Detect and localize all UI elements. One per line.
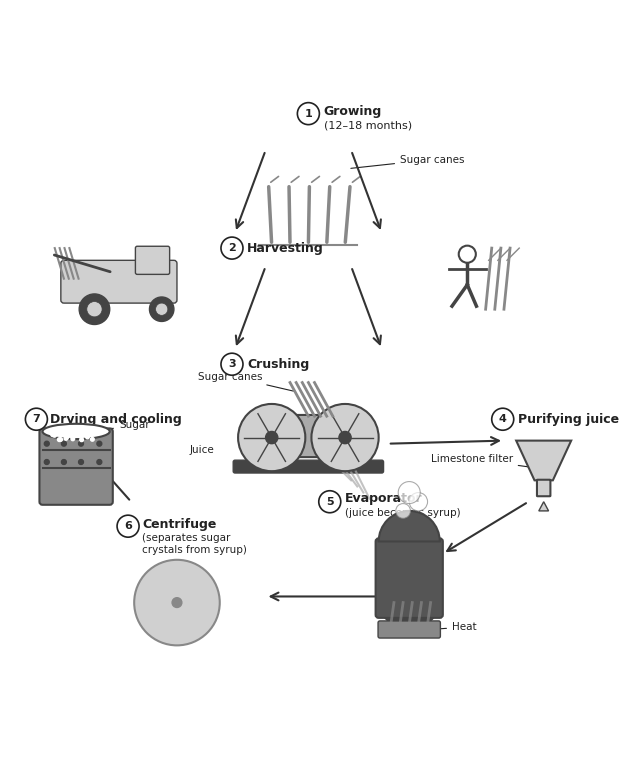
Text: (juice becomes syrup): (juice becomes syrup) <box>345 508 461 518</box>
Circle shape <box>61 441 67 446</box>
Wedge shape <box>379 511 440 541</box>
Circle shape <box>396 503 410 518</box>
FancyBboxPatch shape <box>280 415 337 457</box>
Text: Growing: Growing <box>324 106 382 118</box>
Text: Limestone filter: Limestone filter <box>431 454 535 468</box>
Circle shape <box>221 353 243 375</box>
Circle shape <box>90 437 94 441</box>
Polygon shape <box>516 441 571 480</box>
FancyBboxPatch shape <box>378 621 440 638</box>
Text: Centrifuge: Centrifuge <box>142 518 216 531</box>
Circle shape <box>319 491 340 513</box>
Text: Crushing: Crushing <box>247 357 310 370</box>
Text: 3: 3 <box>228 359 236 369</box>
Circle shape <box>172 597 182 607</box>
Text: crystals from syrup): crystals from syrup) <box>142 545 247 555</box>
Circle shape <box>52 433 56 437</box>
FancyBboxPatch shape <box>233 460 383 473</box>
Circle shape <box>51 433 54 436</box>
Circle shape <box>79 434 83 438</box>
Text: Sugar canes: Sugar canes <box>351 155 465 168</box>
Circle shape <box>80 438 83 442</box>
Circle shape <box>86 435 90 439</box>
Circle shape <box>58 438 61 442</box>
Circle shape <box>409 493 428 511</box>
Circle shape <box>26 408 47 430</box>
Text: (separates sugar: (separates sugar <box>142 533 230 543</box>
FancyBboxPatch shape <box>136 246 170 274</box>
Ellipse shape <box>42 424 109 439</box>
Circle shape <box>79 459 83 465</box>
Circle shape <box>298 102 319 124</box>
FancyBboxPatch shape <box>376 538 443 618</box>
Circle shape <box>134 560 220 645</box>
Text: Sugar: Sugar <box>85 420 150 433</box>
Circle shape <box>312 404 379 471</box>
Circle shape <box>68 433 72 436</box>
Text: Heat: Heat <box>424 622 477 632</box>
Circle shape <box>97 441 102 446</box>
Polygon shape <box>539 502 548 511</box>
Circle shape <box>492 408 514 430</box>
Circle shape <box>79 441 83 446</box>
Text: Purifying juice: Purifying juice <box>518 413 619 426</box>
Text: Sugar canes: Sugar canes <box>198 371 294 391</box>
Circle shape <box>87 301 102 317</box>
Text: 5: 5 <box>326 496 333 507</box>
Circle shape <box>339 431 351 444</box>
Circle shape <box>117 515 139 537</box>
Text: Harvesting: Harvesting <box>247 241 324 254</box>
Text: 1: 1 <box>305 109 312 118</box>
Circle shape <box>97 459 102 465</box>
Polygon shape <box>381 615 436 624</box>
Text: Evaporator: Evaporator <box>345 492 422 505</box>
Circle shape <box>398 481 420 503</box>
Text: 2: 2 <box>228 243 236 253</box>
Text: Juice: Juice <box>189 445 214 455</box>
Circle shape <box>44 441 49 446</box>
Circle shape <box>266 431 278 444</box>
Circle shape <box>156 303 168 315</box>
Circle shape <box>150 297 174 322</box>
Text: (12–18 months): (12–18 months) <box>324 121 412 131</box>
FancyBboxPatch shape <box>61 260 177 303</box>
Circle shape <box>44 459 49 465</box>
Circle shape <box>238 404 305 471</box>
Circle shape <box>71 437 75 441</box>
FancyBboxPatch shape <box>40 428 113 505</box>
Text: 4: 4 <box>499 414 507 424</box>
FancyBboxPatch shape <box>537 480 550 496</box>
Circle shape <box>64 436 68 440</box>
Circle shape <box>59 438 62 441</box>
Circle shape <box>61 459 67 465</box>
Circle shape <box>221 237 243 259</box>
Text: Drying and cooling: Drying and cooling <box>51 413 182 426</box>
Text: 6: 6 <box>124 521 132 531</box>
Circle shape <box>79 294 109 325</box>
Circle shape <box>459 246 476 263</box>
Circle shape <box>65 436 68 439</box>
Text: 7: 7 <box>33 414 40 424</box>
